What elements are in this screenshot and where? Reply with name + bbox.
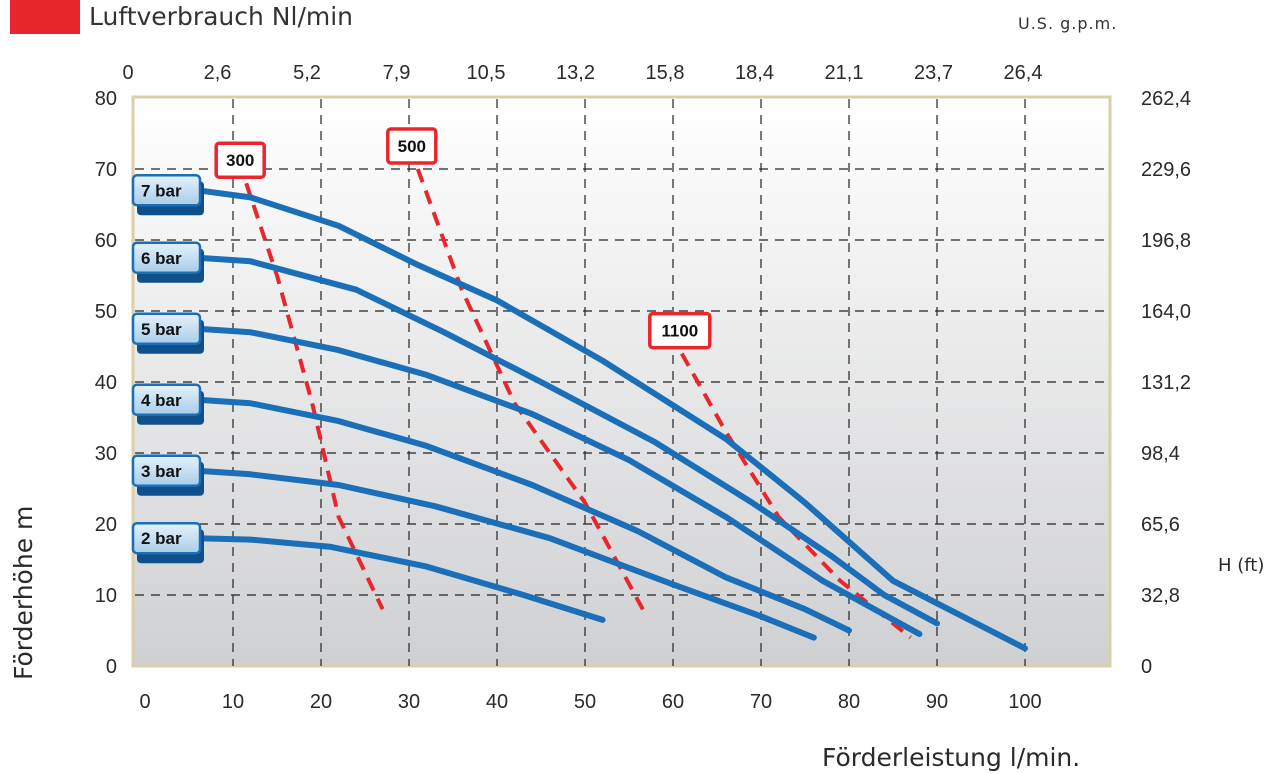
x-tick-label: 30 (398, 691, 420, 713)
pressure-label: 2 bar (131, 521, 204, 564)
pressure-curves (194, 187, 1028, 652)
y-tick-label: 50 (95, 301, 117, 323)
y2-tick-label: 98,4 (1141, 443, 1180, 465)
y2-tick-label: 0 (1141, 656, 1152, 678)
air-consumption-label-box (214, 141, 266, 179)
x2-tick-label: 7,9 (383, 62, 411, 84)
x2-tick-label: 0 (122, 62, 133, 84)
y-tick-label: 30 (95, 443, 117, 465)
x-axis-title: Förderleistung l/min. (822, 743, 1080, 772)
x-tick-label: 60 (662, 691, 684, 713)
x-tick-label: 80 (838, 691, 860, 713)
air-consumption-label: 500 (386, 127, 438, 165)
pressure-label-box (131, 312, 202, 345)
y-tick-label: 10 (95, 585, 117, 607)
x2-tick-label: 5,2 (293, 62, 321, 84)
x-tick-label: 50 (574, 691, 596, 713)
pressure-label-box (131, 241, 202, 274)
pressure-label-box (131, 454, 202, 487)
y-axis-title: Förderhöhe m (9, 506, 38, 680)
legend-swatch (10, 0, 80, 34)
pressure-curve-line (194, 187, 1028, 652)
pressure-label-text: 5 bar (141, 320, 182, 339)
y2-tick-label: 131,2 (1141, 372, 1191, 394)
pressure-label-text: 2 bar (141, 529, 182, 548)
x-tick-label: 90 (926, 691, 948, 713)
y2-tick-label: 196,8 (1141, 230, 1191, 252)
y2-tick-label: 262,4 (1141, 88, 1191, 110)
y-tick-label: 20 (95, 514, 117, 536)
pressure-label: 3 bar (131, 454, 204, 496)
pressure-curve-line (194, 535, 606, 623)
pressure-label-box (131, 383, 202, 416)
pressure-label-box (131, 174, 202, 207)
curve-labels: 2 bar 3 bar 4 bar 5 bar 6 bar 7 bar 300 500 1100 (131, 127, 712, 564)
pressure-curve-line (194, 396, 852, 634)
air-consumption-label: 1100 (648, 311, 712, 350)
pressure-label: 7 bar (131, 174, 204, 216)
y2-tick-label: 229,6 (1141, 159, 1191, 181)
pressure-label-box (131, 521, 202, 555)
x-tick-label: 10 (222, 691, 244, 713)
legend: Luftverbrauch Nl/min (10, 0, 353, 34)
pressure-label-text: 3 bar (141, 462, 182, 481)
air-consumption-label-box (386, 127, 438, 165)
air-consumption-line (415, 168, 649, 618)
y-tick-label: 80 (95, 88, 117, 110)
x2-tick-label: 13,2 (556, 62, 595, 84)
air-consumption-label: 300 (214, 141, 266, 179)
x-tick-label: 40 (486, 691, 508, 713)
pressure-curve-line (194, 254, 940, 627)
y2-tick-label: 65,6 (1141, 514, 1180, 536)
x2-tick-label: 26,4 (1004, 62, 1043, 84)
pressure-curve-line (194, 467, 817, 641)
x2-tick-label: 21,1 (825, 62, 864, 84)
x2-axis-title: U.S. g.p.m. (1018, 14, 1117, 33)
x-tick-label: 20 (310, 691, 332, 713)
y-tick-label: 60 (95, 230, 117, 252)
air-consumption-label-text: 500 (398, 137, 426, 156)
pressure-label: 5 bar (131, 312, 204, 354)
y-tick-label: 70 (95, 159, 117, 181)
pressure-label: 6 bar (131, 241, 204, 283)
x-tick-label: 0 (139, 691, 150, 713)
air-consumption-label-text: 300 (226, 151, 254, 170)
x2-tick-label: 2,6 (204, 62, 232, 84)
y-tick-label: 0 (106, 656, 117, 678)
pressure-label-text: 7 bar (141, 181, 182, 200)
y2-tick-label: 164,0 (1141, 301, 1191, 323)
pressure-label-text: 4 bar (141, 391, 182, 410)
y2-axis-title: H (ft) (1218, 555, 1264, 576)
x-tick-label: 70 (750, 691, 772, 713)
pressure-label: 4 bar (131, 383, 204, 425)
air-consumption-label-text: 1100 (661, 322, 698, 341)
x2-tick-label: 15,8 (646, 62, 685, 84)
y-tick-label: 40 (95, 372, 117, 394)
x-tick-label: 100 (1008, 691, 1041, 713)
y2-tick-label: 32,8 (1141, 585, 1180, 607)
air-consumption-label-box (648, 311, 712, 350)
x2-tick-label: 23,7 (914, 62, 953, 84)
legend-label: Luftverbrauch Nl/min (89, 2, 353, 31)
x2-tick-label: 10,5 (467, 62, 506, 84)
pressure-label-text: 6 bar (141, 249, 182, 268)
pressure-curve-line (194, 325, 923, 637)
air-consumption-line (244, 182, 385, 611)
x2-tick-label: 18,4 (735, 62, 774, 84)
